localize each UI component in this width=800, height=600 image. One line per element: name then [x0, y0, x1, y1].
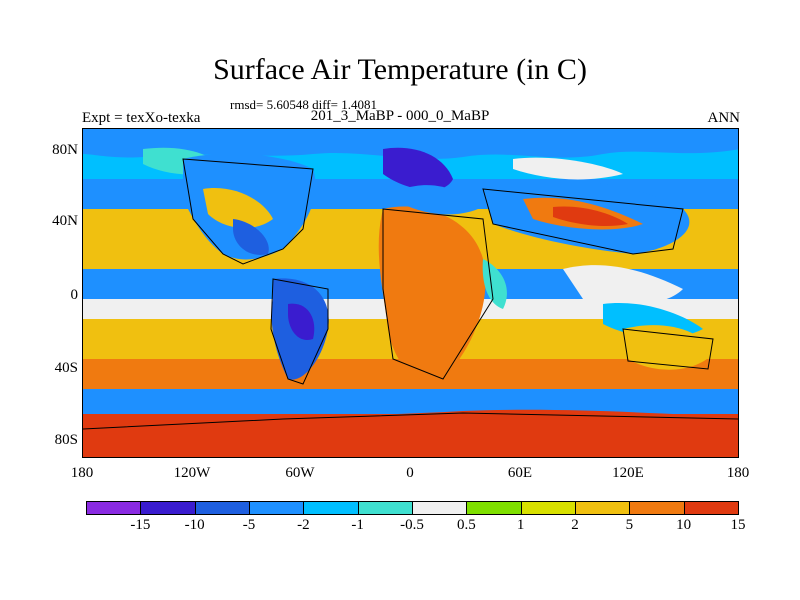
y-tick-label: 80S — [54, 432, 78, 448]
colorbar-box — [683, 501, 739, 515]
colorbar-label: 0.5 — [456, 517, 476, 533]
colorbar-box — [86, 501, 142, 515]
map-field — [83, 129, 738, 457]
x-tick-label: 0 — [406, 465, 414, 481]
y-tick-label: 40S — [54, 360, 78, 376]
colorbar-box — [629, 501, 685, 515]
colorbar-label: 5 — [625, 517, 634, 533]
x-tick-label: 60E — [507, 465, 533, 481]
y-tick-label: 40N — [52, 213, 78, 229]
colorbar-label: 15 — [730, 517, 746, 533]
colorbar-label: -2 — [297, 517, 310, 533]
colorbar-label: -5 — [242, 517, 256, 533]
colorbar-label: 2 — [571, 517, 579, 533]
colorbar-box — [412, 501, 468, 515]
rmsd-diff-label: rmsd= 5.60548 diff= 1.4081 — [230, 97, 377, 112]
y-tick-label: 0 — [70, 287, 79, 303]
temperature-map — [82, 128, 739, 458]
colorbar-box — [194, 501, 250, 515]
x-tick-label: 60W — [285, 465, 315, 481]
colorbar-box — [303, 501, 359, 515]
colorbar-box — [520, 501, 576, 515]
colorbar-label: -1 — [351, 517, 364, 533]
colorbar-box — [357, 501, 413, 515]
colorbar-label: -10 — [184, 517, 205, 533]
season-label: ANN — [707, 110, 741, 126]
x-tick-label: 120W — [173, 465, 211, 481]
plot-title: Surface Air Temperature (in C) — [213, 53, 587, 86]
period-label: 201_3_MaBP - 000_0_MaBP — [310, 108, 490, 124]
colorbar-label: 10 — [676, 517, 692, 533]
experiment-label: Expt = texXo-texka — [82, 110, 201, 126]
y-tick-label: 80N — [52, 142, 78, 158]
colorbar-label: -15 — [130, 517, 151, 533]
x-tick-label: 180 — [70, 465, 94, 481]
colorbar-box — [466, 501, 522, 515]
colorbar-label: 1 — [516, 517, 525, 533]
x-tick-label: 180 — [726, 465, 750, 481]
colorbar-box — [140, 501, 196, 515]
colorbar-label: -0.5 — [400, 517, 424, 533]
x-tick-label: 120E — [612, 465, 644, 481]
colorbar-box — [249, 501, 305, 515]
colorbar-box — [575, 501, 631, 515]
